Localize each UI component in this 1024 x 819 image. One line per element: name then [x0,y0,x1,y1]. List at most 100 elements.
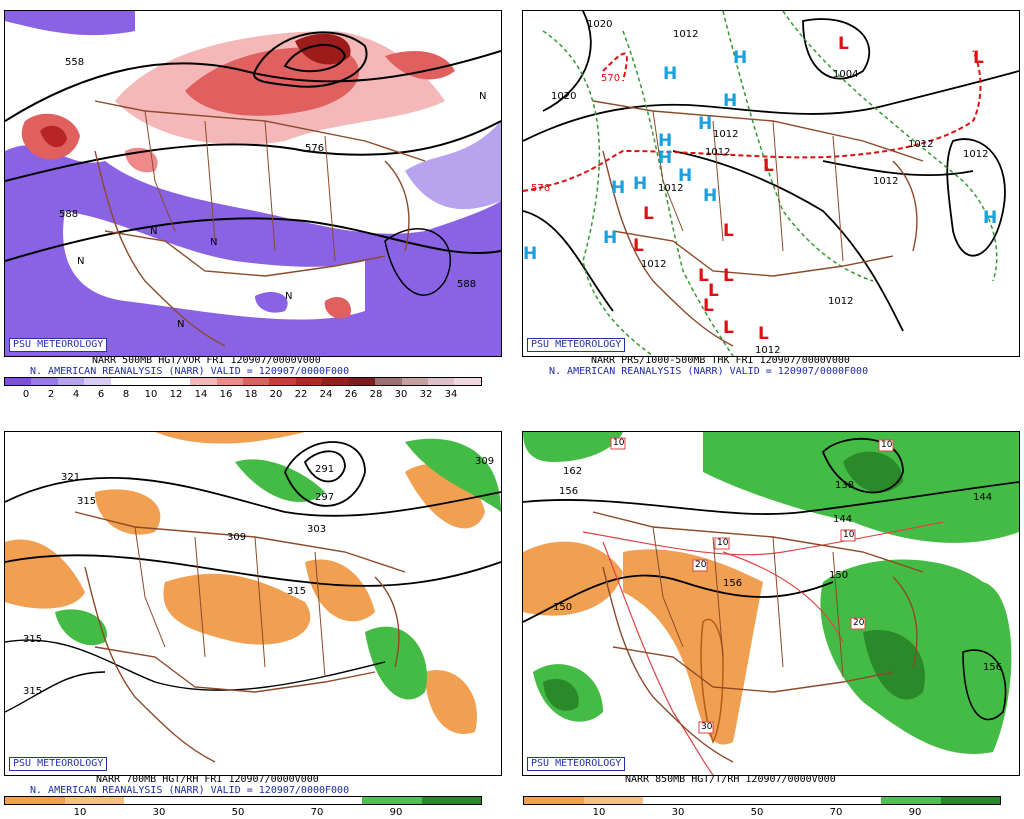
svg-text:L: L [723,221,734,241]
tick-label: 90 [908,807,922,818]
tick-label: 70 [310,807,324,818]
map-label: 10 [613,438,625,448]
map-label: N [210,237,218,248]
svg-text:H: H [658,148,672,168]
map-label: 144 [833,514,853,525]
tick-label: 18 [244,389,258,400]
svg-text:L: L [723,318,734,338]
tick-label: 16 [219,389,233,400]
map-label: 156 [983,662,1003,673]
svg-text:H: H [663,64,677,84]
map-label: 309 [475,456,495,467]
map-label: N [177,319,185,330]
svg-text:H: H [603,228,617,248]
map-label: 10 [717,538,729,548]
caption-valid: N. AMERICAN REANALYSIS (NARR) VALID = 12… [30,785,350,796]
brand-label: PSU METEOROLOGY [9,338,108,352]
tick-label: 20 [269,389,283,400]
panel-surface-pressure: H H H H H H H H H H H H H L L L L L L L [519,0,1024,408]
svg-text:L: L [758,324,769,344]
pressure-field: H H H H H H H H H H H H H L L L L L L L [523,11,1019,356]
svg-text:L: L [708,281,719,301]
tick-label: 2 [47,389,55,400]
svg-text:H: H [723,91,737,111]
tick-label: 10 [144,389,158,400]
svg-text:H: H [523,244,537,264]
map-label: 315 [23,634,43,645]
map-label: 558 [65,57,85,68]
svg-text:H: H [733,48,747,68]
caption-title: NARR PRS/1000-500MB THK FRI 120907/0000V… [591,355,850,366]
map-label: 321 [61,472,81,483]
map-850mb: 162 156 150 156 150 144 138 144 156 10 1… [522,431,1020,776]
tick-label: 34 [444,389,458,400]
map-surface: H H H H H H H H H H H H H L L L L L L L [522,10,1020,357]
tick-label: 28 [369,389,383,400]
tick-label: 50 [750,807,764,818]
map-label: 1012 [755,345,781,356]
map-label: 1012 [641,259,667,270]
brand-label: PSU METEOROLOGY [527,757,626,771]
tick-label: 6 [97,389,105,400]
map-label: 10 [843,530,855,540]
colorbar [4,377,482,386]
svg-text:H: H [983,208,997,228]
map-label: 315 [287,586,307,597]
map-label: 1004 [833,69,859,80]
svg-text:H: H [658,131,672,151]
map-label: 10 [881,440,893,450]
map-label: 570 [601,73,621,84]
svg-text:L: L [643,204,654,224]
svg-text:L: L [763,156,774,176]
colorbar-ticks: 10 30 50 70 90 [523,807,999,819]
tick-label: 26 [344,389,358,400]
map-label: N [479,91,487,102]
svg-text:L: L [973,48,984,68]
map-label: 303 [307,524,327,535]
caption-valid: N. AMERICAN REANALYSIS (NARR) VALID = 12… [30,366,350,377]
map-label: N [285,291,293,302]
svg-text:L: L [633,236,644,256]
tick-label: 70 [829,807,843,818]
map-label: 156 [723,578,743,589]
tick-label: 90 [389,807,403,818]
panel-700mb-rh: 321 315 315 315 309 309 303 297 291 309 … [0,421,505,819]
map-label: 588 [59,209,79,220]
tick-label: 8 [122,389,130,400]
svg-text:L: L [703,296,714,316]
rh-field [5,432,501,763]
tick-label: 12 [169,389,183,400]
tick-label: 30 [394,389,408,400]
tick-label: 30 [152,807,166,818]
map-label: 162 [563,466,583,477]
map-label: 1012 [673,29,699,40]
map-label: 1012 [908,139,934,150]
svg-text:H: H [611,178,625,198]
map-label: 30 [701,722,713,732]
tick-label: 14 [194,389,208,400]
map-label: 315 [23,686,43,697]
panel-850mb-temp-rh: 162 156 150 156 150 144 138 144 156 10 1… [519,421,1024,819]
map-label: 20 [695,560,707,570]
temperature-rh-field [523,432,1019,775]
tick-label: 10 [73,807,87,818]
tick-label: 10 [592,807,606,818]
map-label: 291 [315,464,335,475]
svg-text:L: L [698,266,709,286]
map-label: 309 [227,532,247,543]
colorbar-ticks: 0 2 4 6 8 10 12 14 16 18 20 22 24 26 28 … [4,389,480,401]
map-label: N [150,226,158,237]
svg-text:H: H [703,186,717,206]
colorbar [523,796,1001,805]
svg-text:L: L [838,34,849,54]
map-label: 20 [853,618,865,628]
map-label: 1012 [705,147,731,158]
map-label: 1012 [713,129,739,140]
map-label: 144 [973,492,993,503]
map-label: 150 [829,570,849,581]
map-label: 576 [531,183,551,194]
colorbar [4,796,482,805]
map-label: 576 [305,143,325,154]
tick-label: 24 [319,389,333,400]
tick-label: 30 [671,807,685,818]
